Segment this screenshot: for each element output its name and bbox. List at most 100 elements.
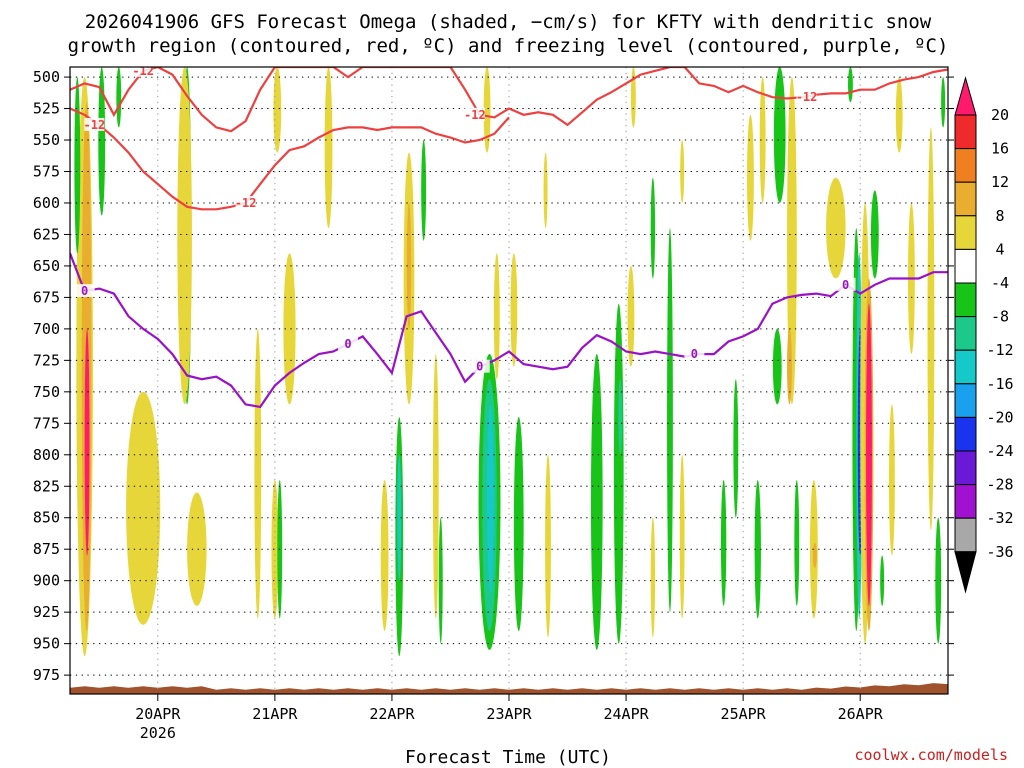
omega-cell-green-25apr-e	[794, 479, 800, 606]
omega-cell-yellow-23apr-d	[543, 152, 548, 229]
y-tick-label-575: 575	[33, 163, 60, 181]
colorbar-swatch-8	[954, 349, 977, 385]
omega-cell-green-26apr-up	[848, 67, 853, 103]
colorbar-swatch-9	[954, 383, 977, 418]
omega-cell-cyan-22apr	[397, 454, 402, 581]
omega-cell-yellow-22apr-up	[324, 67, 333, 229]
ground-strip	[70, 683, 948, 694]
colorbar-swatch-13	[954, 517, 977, 553]
credit-link[interactable]: coolwx.com/models	[854, 746, 1008, 764]
omega-cell-yellow-26apr-b	[826, 177, 846, 279]
colorbar-swatch-2	[954, 148, 977, 183]
contour-label-bg-3	[464, 107, 485, 121]
y-tick-label-700: 700	[33, 320, 60, 338]
colorbar-label-9: -20	[986, 408, 1013, 426]
omega-cell-green-24apr-a	[590, 354, 603, 650]
contour-label-bg-5	[74, 284, 95, 298]
omega-cell-green-25apr-up	[773, 67, 786, 203]
x-tick-label-22APR: 22APR	[369, 705, 415, 723]
omega-cell-green-24apr-c	[650, 177, 656, 279]
omega-cell-cyan-23apr	[487, 404, 494, 594]
omega-cell-green-24apr-b	[613, 303, 624, 644]
omega-cell-orange-22apr	[406, 202, 412, 329]
omega-cell-green-24apr-d	[667, 228, 673, 613]
contour-label-bg-7	[469, 359, 490, 373]
omega-colorbar: 20 16 12 8 4 -4 -8 -12 -16 -20 -24 -28 -32 -36	[954, 76, 1014, 594]
contour-label-7: 0	[476, 360, 483, 374]
omega-cell-teal-24apr	[618, 379, 623, 455]
omega-cell-yellow-20apr-up	[177, 67, 192, 405]
colorbar-label-12: -32	[986, 509, 1013, 527]
y-tick-label-550: 550	[33, 131, 60, 149]
contour-label-bg-1	[84, 117, 105, 131]
colorbar-swatch-11	[954, 450, 977, 486]
omega-cell-yellow-25apr-c	[787, 77, 797, 405]
omega-cell-green-25apr-a	[720, 479, 727, 606]
y-tick-label-750: 750	[33, 383, 60, 401]
ground-terrain	[70, 683, 948, 694]
omega-cell-green-early-3	[116, 67, 122, 128]
contour-lines: -12 -12 -12 -12 -12 0 0 0 0 0	[70, 67, 948, 409]
omega-cell-yellow-23apr-up	[483, 67, 491, 153]
omega-cell-yellow-23apr-b	[510, 253, 518, 367]
colorbar-swatch-1	[954, 114, 977, 150]
colorbar-label-6: -8	[991, 308, 1009, 326]
colorbar-swatch-4	[954, 215, 977, 250]
omega-cell-yellow-23apr-c	[545, 454, 551, 638]
chart-title-line-2: growth region (contoured, red, ºC) and f…	[68, 35, 949, 57]
x-tick-label-21APR: 21APR	[252, 705, 298, 723]
omega-cell-green-27apr-up	[941, 77, 946, 128]
x-tick-label-26APR: 26APR	[838, 705, 884, 723]
contour-label-bg-2	[235, 195, 256, 209]
y-tick-label-975: 975	[33, 666, 60, 684]
colorbar-swatch-7	[954, 316, 977, 351]
y-tick-label-525: 525	[33, 100, 60, 118]
y-tick-label-500: 500	[33, 68, 60, 86]
contour-label-5: 0	[81, 284, 88, 298]
omega-cell-yellow-20apr-low	[187, 492, 207, 606]
contour-1	[70, 107, 510, 211]
colorbar-label-2: 12	[991, 173, 1009, 191]
colorbar-bottom-arrow	[954, 551, 977, 594]
omega-cell-orange-26apr-a	[812, 542, 817, 569]
y-tick-label-600: 600	[33, 194, 60, 212]
contour-label-1: -12	[84, 118, 106, 132]
colorbar-label-11: -28	[986, 476, 1013, 494]
chart-title-line-1: 2026041906 GFS Forecast Omega (shaded, −…	[85, 11, 932, 33]
y-tick-label-775: 775	[33, 414, 60, 432]
colorbar-swatch-3	[954, 181, 977, 217]
colorbar-swatch-5	[954, 248, 977, 284]
omega-cell-yellow-27apr-a	[927, 127, 935, 531]
omega-cell-green-early-1	[74, 77, 81, 254]
colorbar-label-7: -12	[986, 341, 1013, 359]
y-tick-label-925: 925	[33, 603, 60, 621]
omega-cell-pink-26apr	[866, 303, 872, 606]
y-tick-label-900: 900	[33, 572, 60, 590]
colorbar-label-1: 16	[991, 140, 1009, 158]
colorbar-top-arrow	[954, 76, 977, 116]
y-tick-label-725: 725	[33, 351, 60, 369]
omega-cell-orange-25apr	[787, 328, 792, 405]
omega-cell-green-25apr-c	[754, 479, 761, 619]
omega-cell-yellow-26apr-d	[888, 404, 895, 556]
omega-cell-yellow-24apr-e	[679, 454, 685, 619]
contour-label-bg-8	[684, 347, 705, 361]
plot-frame	[69, 66, 949, 695]
omega-cell-green-25apr-d	[772, 328, 782, 405]
colorbar-swatch-12	[954, 484, 977, 519]
omega-cell-yellow-24apr-b	[630, 67, 636, 128]
omega-cell-yellow-22apr-low	[380, 479, 389, 632]
omega-cell-green-23apr-b	[513, 417, 524, 632]
omega-cell-green-early-2	[98, 67, 106, 216]
y-tick-label-950: 950	[33, 635, 60, 653]
x-axis-label: Forecast Time (UTC)	[405, 747, 611, 768]
y-tick-label-800: 800	[33, 446, 60, 464]
x-tick-label-20APR: 20APR	[135, 705, 181, 723]
contour-label-6: 0	[344, 337, 351, 351]
colorbar-label-10: -24	[986, 442, 1013, 460]
omega-cell-yellow-25apr-a	[747, 114, 754, 241]
x-tick-label-25APR: 25APR	[721, 705, 767, 723]
colorbar-label-4: 4	[995, 240, 1004, 258]
omega-cell-yellow-21apr-a	[254, 328, 262, 619]
contour-label-bg-9	[835, 277, 856, 291]
